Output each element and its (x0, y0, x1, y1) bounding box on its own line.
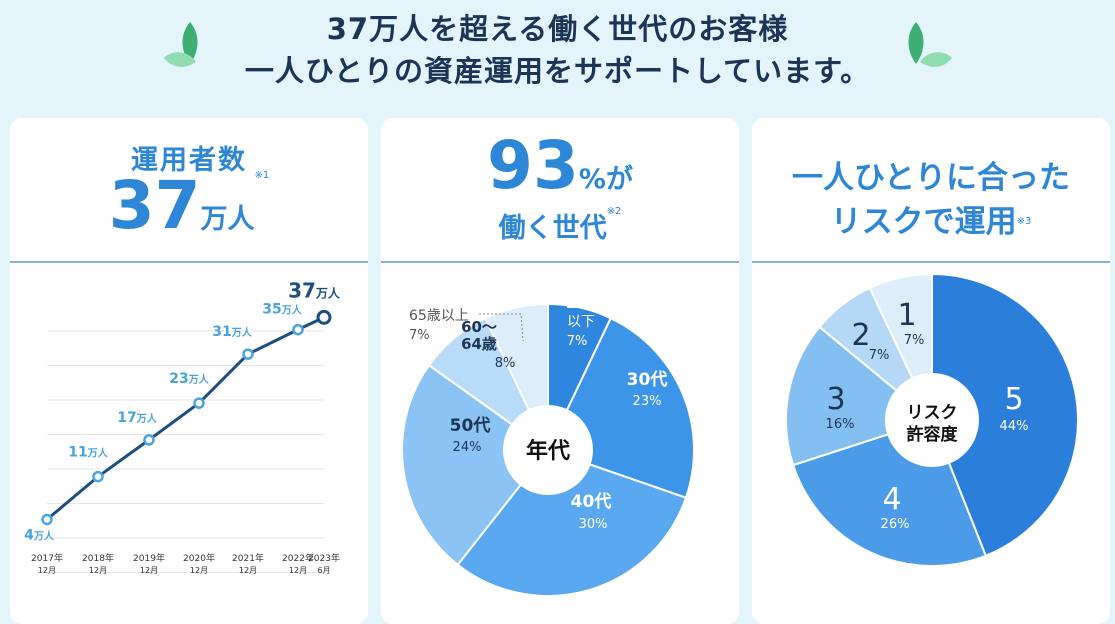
age-subtitle: 働く世代 (498, 213, 607, 244)
card-users-title: 運用者数 (131, 145, 247, 176)
slice-label: 4 (882, 482, 901, 517)
card-divider (10, 261, 368, 263)
x-tick-label-year: 2021年 (232, 552, 264, 564)
pie-slice (456, 448, 688, 597)
card-divider (381, 261, 739, 263)
x-tick-label-year: 2019年 (133, 552, 165, 564)
slice-label: 65歳以上 (409, 308, 469, 324)
slice-label: 5 (1004, 382, 1023, 417)
data-label: 37万人 (288, 278, 341, 302)
x-tick-label-year: 2018年 (82, 552, 114, 564)
x-tick-label-month: 6月 (317, 566, 330, 575)
slice-label: 7% (409, 328, 430, 343)
data-point (316, 309, 332, 325)
slice-label: 16% (826, 417, 855, 432)
slice-label: リスク (907, 403, 958, 423)
slice-label: 1 (897, 298, 916, 333)
slice-label: 44% (1000, 419, 1029, 434)
slice-label: 26% (881, 517, 910, 532)
risk-title-line2-row: リスクで運用※3 (752, 200, 1110, 244)
slice-label: 30% (579, 517, 608, 532)
headline: 37万人を超える働く世代のお客様 一人ひとりの資産運用をサポートしています。 (0, 8, 1115, 92)
slice-label: 8% (495, 356, 516, 371)
card-risk: 一人ひとりに合った リスクで運用※3 5 44% 4 26% 3 16% 2 7% 1 7% リスク… (752, 118, 1110, 624)
slice-label: 24% (453, 440, 482, 455)
leaf-left-icon (164, 22, 198, 67)
age-subtitle-row: 働く世代※2 (381, 206, 739, 245)
slice-label: 60〜 (461, 318, 497, 336)
headline-line2: 一人ひとりの資産運用をサポートしています。 (244, 54, 871, 88)
data-label: 11万人 (68, 445, 108, 461)
users-big-number: 37 (108, 167, 201, 244)
slice-label: 3 (826, 382, 845, 417)
pie-center (885, 373, 979, 467)
slice-label: 7% (567, 334, 588, 349)
slice-label: 年代 (526, 438, 570, 464)
data-point (242, 348, 254, 360)
risk-note: ※3 (1016, 216, 1032, 227)
slice-label: 7% (869, 348, 890, 363)
data-point (292, 323, 304, 336)
card-age: 93%が 働く世代※2 20代以下 7% 30代 23% 40代 30% 50代 24% 60〜… (381, 118, 739, 624)
risk-title-line1: 一人ひとりに合った (791, 160, 1071, 196)
series-line (46, 316, 325, 521)
age-big-number: 93 (487, 127, 579, 204)
data-point (41, 513, 53, 526)
x-tick-label-month: 12月 (239, 566, 257, 575)
x-tick-label-month: 12月 (38, 566, 56, 575)
data-point (193, 397, 205, 409)
data-point (92, 470, 104, 483)
users-note: ※1 (254, 170, 270, 181)
data-label: 35万人 (262, 302, 302, 318)
x-tick-label-month: 12月 (89, 566, 107, 575)
slice-label: 64歳 (461, 335, 497, 353)
x-tick-label-month: 12月 (140, 566, 158, 575)
data-label: 4万人 (24, 528, 55, 544)
card-divider (752, 261, 1110, 263)
data-label: 31万人 (212, 324, 252, 340)
risk-title: 一人ひとりに合った リスクで運用※3 (752, 156, 1110, 244)
slice-label: 2 (851, 318, 870, 353)
users-unit: 万人 (200, 204, 255, 235)
age-note: ※2 (606, 206, 622, 217)
x-tick-label-year: 2017年 (31, 552, 63, 564)
slice-label: 40代 (571, 491, 612, 512)
data-point (143, 434, 155, 446)
pie-center (503, 405, 593, 495)
data-label: 17万人 (117, 410, 157, 426)
data-label: 23万人 (169, 371, 209, 387)
slice-label: 23% (633, 394, 662, 409)
slice-label: 許容度 (907, 424, 959, 445)
slice-label: 30代 (627, 369, 668, 390)
slice-label: 50代 (450, 415, 491, 436)
risk-title-line2: リスクで運用 (830, 204, 1017, 240)
pie-slice (931, 272, 1079, 558)
x-tick-label-year: 2022年 (282, 552, 314, 564)
slice-label: 20代 (566, 293, 604, 312)
age-headline: 93%が (381, 126, 739, 206)
x-tick-label-month: 12月 (289, 566, 307, 575)
age-percent-suffix: %が (578, 164, 633, 195)
x-tick-label-year: 2020年 (183, 552, 215, 564)
card-users: 運用者数 37万人※1 4万人 11万人 17万人 23万人 31万人 35万人 37万人 2… (10, 118, 368, 624)
leaf-right-icon (908, 22, 952, 67)
x-tick-label-year: 2023年 (308, 552, 340, 564)
headline-line1: 37万人を超える働く世代のお客様 (326, 12, 789, 46)
leader-line (479, 313, 524, 342)
pie-slice (401, 363, 550, 567)
slice-label: 以下 (567, 314, 595, 330)
slice-label: 7% (904, 333, 925, 348)
card-users-count: 37万人 ※1 (10, 170, 368, 242)
x-tick-label-month: 12月 (190, 566, 208, 575)
